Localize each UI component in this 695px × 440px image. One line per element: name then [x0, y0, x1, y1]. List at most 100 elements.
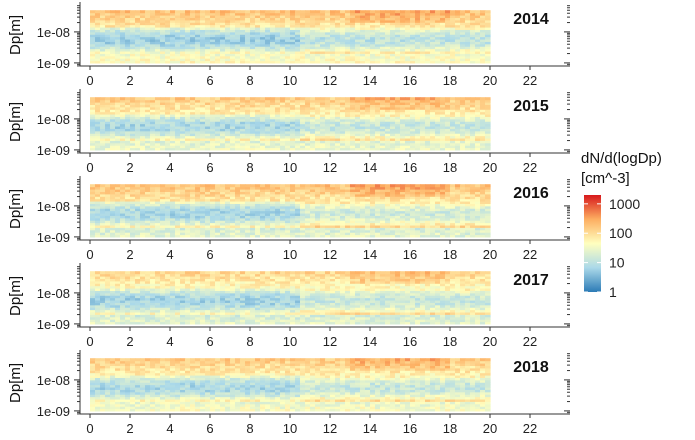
heatmap-cell [225, 111, 231, 115]
heatmap-cell [375, 147, 381, 151]
heatmap-cell [115, 205, 121, 209]
heatmap-cell [340, 111, 346, 115]
heatmap-cell [290, 234, 296, 238]
heatmap-cell [115, 116, 121, 120]
heatmap-cell [285, 205, 291, 209]
heatmap-cell [390, 142, 396, 146]
heatmap-cell [240, 111, 246, 115]
heatmap-cell [445, 137, 451, 141]
heatmap-cell [400, 58, 406, 62]
heatmap-cell [115, 196, 121, 200]
heatmap-cell [365, 116, 371, 120]
heatmap-cell [180, 116, 186, 120]
heatmap-cell [90, 203, 96, 207]
heatmap-cell [460, 123, 466, 127]
heatmap-cell [270, 38, 276, 42]
heatmap-cell [220, 212, 226, 216]
heatmap-cell [320, 198, 326, 202]
heatmap-cell [335, 12, 341, 16]
heatmap-cell [360, 184, 366, 188]
heatmap-cell [105, 227, 111, 231]
heatmap-cell [365, 145, 371, 149]
heatmap-cell [150, 234, 156, 238]
heatmap-cell [245, 41, 251, 45]
heatmap-cell [300, 184, 306, 188]
heatmap-cell [375, 43, 381, 47]
heatmap-cell [235, 50, 241, 54]
heatmap-cell [470, 41, 476, 45]
heatmap-cell [145, 186, 151, 190]
heatmap-cell [215, 104, 221, 108]
heatmap-cell [305, 210, 311, 214]
heatmap-cell [125, 203, 131, 207]
heatmap-cell [290, 38, 296, 42]
heatmap-cell [480, 101, 486, 105]
heatmap-cell [270, 10, 276, 14]
heatmap-cell [275, 191, 281, 195]
heatmap-cell [165, 232, 171, 236]
heatmap-cell [110, 53, 116, 57]
heatmap-cell [185, 212, 191, 216]
heatmap-cell [425, 36, 431, 40]
heatmap-cell [210, 140, 216, 144]
heatmap-cell [120, 60, 126, 64]
heatmap-cell [115, 97, 121, 101]
heatmap-cell [315, 198, 321, 202]
heatmap-cell [465, 34, 471, 38]
heatmap-cell [100, 22, 106, 26]
heatmap-cell [355, 113, 361, 117]
heatmap-cell [415, 12, 421, 16]
heatmap-cell [155, 212, 161, 216]
heatmap-cell [325, 137, 331, 141]
heatmap-cell [185, 121, 191, 125]
heatmap-cell [300, 212, 306, 216]
heatmap-cell [310, 46, 316, 50]
heatmap-cell [260, 184, 266, 188]
heatmap-cell [280, 234, 286, 238]
heatmap-cell [220, 97, 226, 101]
heatmap-cell [160, 130, 166, 134]
heatmap-cell [435, 97, 441, 101]
heatmap-cell [385, 140, 391, 144]
heatmap-cell [160, 101, 166, 105]
heatmap-cell [315, 133, 321, 137]
heatmap-cell [90, 121, 96, 125]
heatmap-cell [350, 135, 356, 139]
heatmap-cell [135, 145, 141, 149]
heatmap-cell [470, 12, 476, 16]
heatmap-cell [420, 101, 426, 105]
heatmap-cell [130, 111, 136, 115]
heatmap-cell [200, 43, 206, 47]
heatmap-cell [340, 135, 346, 139]
heatmap-cell [270, 17, 276, 21]
heatmap-cell [200, 224, 206, 228]
heatmap-cell [305, 109, 311, 113]
heatmap-cell [375, 116, 381, 120]
heatmap-cell [140, 106, 146, 110]
heatmap-cell [470, 142, 476, 146]
heatmap-cell [330, 217, 336, 221]
heatmap-cell [240, 50, 246, 54]
heatmap-cell [100, 125, 106, 129]
heatmap-cell [420, 36, 426, 40]
heatmap-cell [120, 58, 126, 62]
heatmap-cell [275, 101, 281, 105]
heatmap-cell [440, 121, 446, 125]
heatmap-cell [170, 193, 176, 197]
heatmap-cell [415, 125, 421, 129]
heatmap-cell [160, 38, 166, 42]
heatmap-cell [160, 104, 166, 108]
heatmap-cell [410, 36, 416, 40]
heatmap-cell [155, 60, 161, 64]
heatmap-cell [240, 137, 246, 141]
heatmap-cell [240, 41, 246, 45]
heatmap-cell [170, 205, 176, 209]
heatmap-cell [165, 123, 171, 127]
heatmap-cell [175, 203, 181, 207]
heatmap-cell [360, 145, 366, 149]
heatmap-cell [420, 123, 426, 127]
heatmap-cell [165, 215, 171, 219]
heatmap-cell [295, 118, 301, 122]
heatmap-cell [470, 53, 476, 57]
